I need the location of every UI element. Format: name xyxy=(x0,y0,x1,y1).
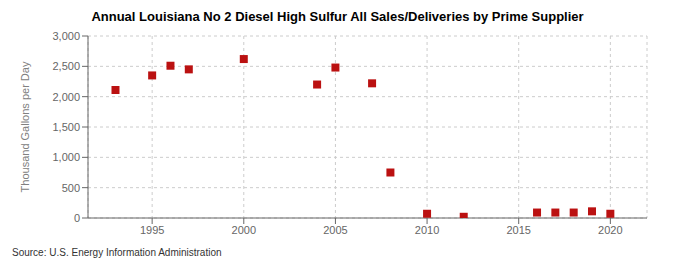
svg-text:0: 0 xyxy=(74,212,80,224)
html-text:Source: U.S. Energy Informatio: Source: U.S. Energy Information Administ… xyxy=(12,247,222,258)
svg-text:2020: 2020 xyxy=(598,224,622,236)
svg-text:1,000: 1,000 xyxy=(52,151,80,163)
svg-text:3,000: 3,000 xyxy=(52,30,80,42)
svg-text:2010: 2010 xyxy=(415,224,439,236)
svg-text:2015: 2015 xyxy=(506,224,530,236)
svg-text:500: 500 xyxy=(62,182,80,194)
svg-text:2000: 2000 xyxy=(232,224,256,236)
svg-text:1,500: 1,500 xyxy=(52,121,80,133)
svg-text:2,000: 2,000 xyxy=(52,91,80,103)
svg-text:2,500: 2,500 xyxy=(52,60,80,72)
html-text:Annual Louisiana No 2 Diesel H: Annual Louisiana No 2 Diesel High Sulfur… xyxy=(91,9,584,24)
svg-text:2005: 2005 xyxy=(323,224,347,236)
svg-text:1995: 1995 xyxy=(140,224,164,236)
svg-text:Thousand Gallons per Day: Thousand Gallons per Day xyxy=(19,61,31,192)
